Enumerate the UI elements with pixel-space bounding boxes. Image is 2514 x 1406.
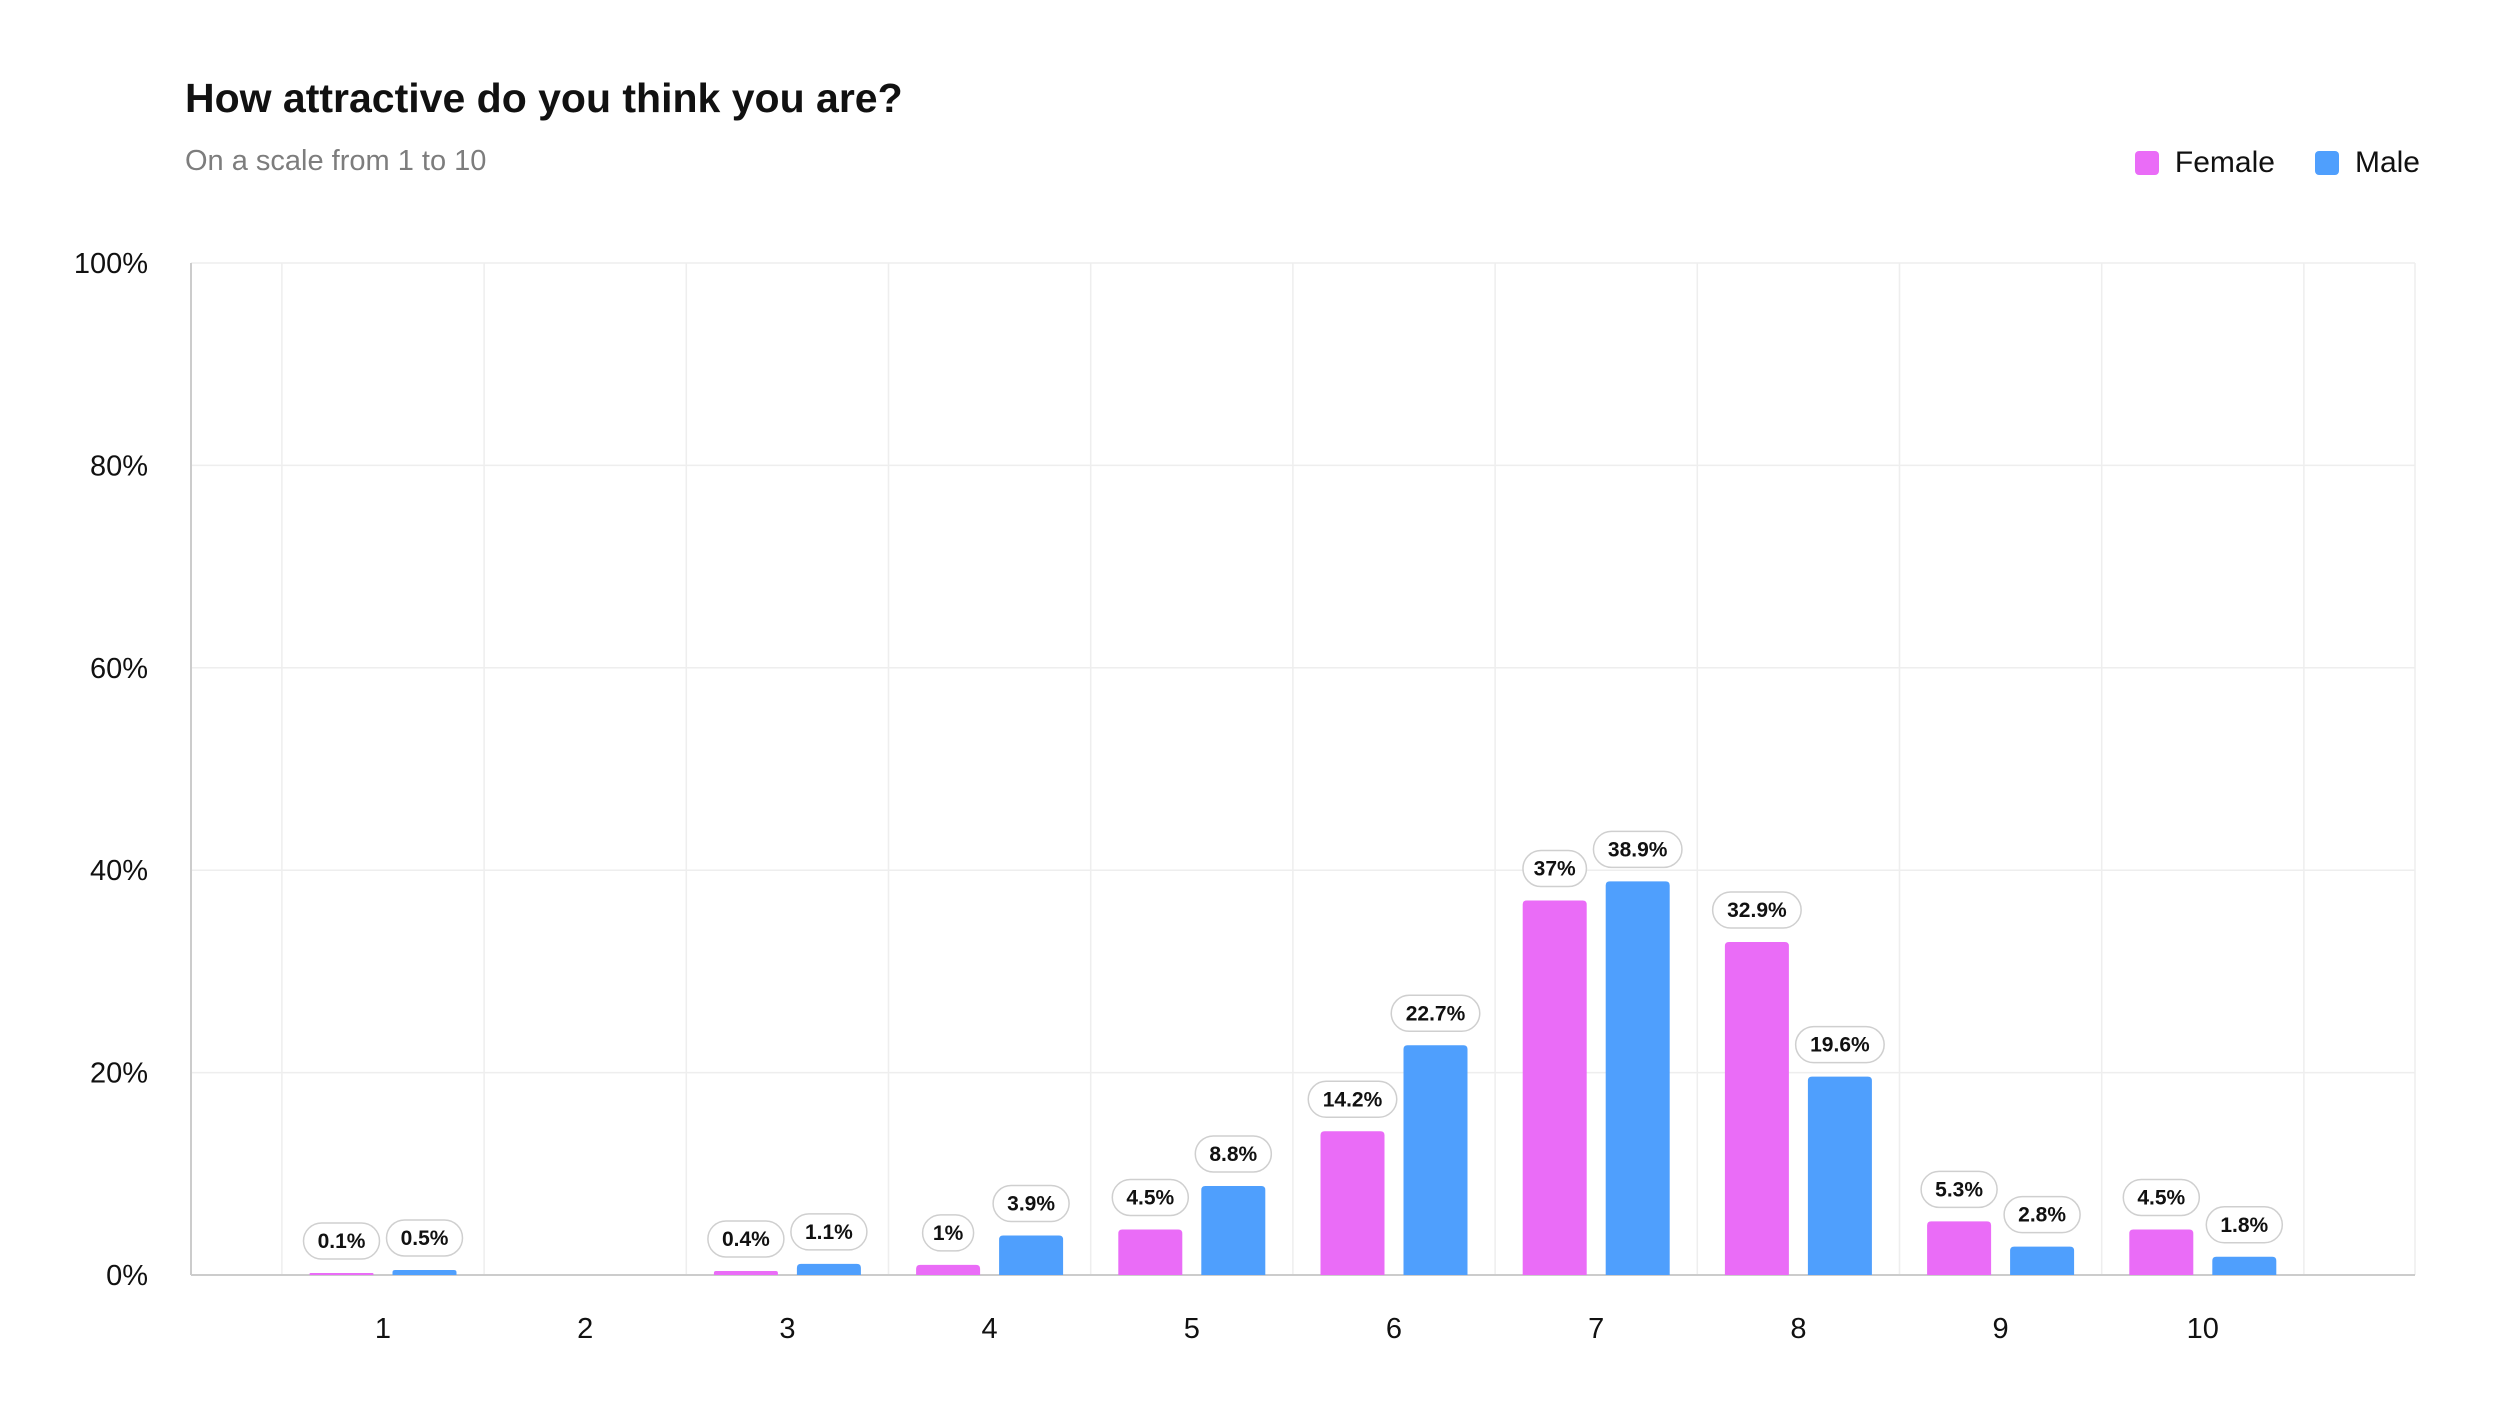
y-tick-label: 100% — [74, 248, 148, 280]
data-label-pill — [1794, 1025, 1885, 1064]
x-tick-label: 4 — [982, 1313, 998, 1345]
data-label-pill — [1194, 1135, 1273, 1173]
legend-swatch-male — [2314, 151, 2339, 175]
x-tick-label: 9 — [1993, 1313, 2009, 1345]
data-label: 3.9% — [1007, 1193, 1055, 1216]
x-tick-label: 6 — [1386, 1313, 1402, 1345]
data-label: 19.6% — [1810, 1034, 1870, 1057]
data-label: 38.9% — [1608, 838, 1668, 861]
y-tick-label: 20% — [90, 1058, 148, 1090]
bar-female — [916, 1264, 981, 1275]
data-label-pill — [1920, 1170, 1998, 1209]
y-tick-label: 80% — [90, 450, 148, 482]
x-tick-label: 7 — [1588, 1313, 1604, 1345]
data-label: 0.1% — [318, 1230, 366, 1253]
legend-swatch-female — [2134, 151, 2159, 175]
x-tick-label: 8 — [1790, 1313, 1806, 1345]
series-male: 0.5% 1.1% 3.9% 8.8% 22.7% 38.9% 19.6% 2.8% 1.8% — [385, 830, 2284, 1275]
legend-item-female[interactable]: Female — [2134, 146, 2275, 180]
data-label: 4.5% — [1126, 1186, 1174, 1209]
bar-male — [796, 1263, 861, 1275]
bar-female — [1320, 1131, 1385, 1275]
bar-female — [713, 1270, 778, 1275]
data-label: 1.1% — [805, 1221, 853, 1244]
y-tick-label: 60% — [90, 653, 148, 685]
data-label: 1% — [933, 1222, 964, 1245]
data-label: 2.8% — [2018, 1204, 2066, 1227]
data-label-pill — [992, 1184, 1070, 1223]
legend-label-male: Male — [2354, 146, 2420, 179]
bar-male — [2212, 1256, 2277, 1275]
y-tick-label: 40% — [90, 855, 148, 887]
bar-male — [1403, 1045, 1468, 1275]
data-label: 22.7% — [1406, 1002, 1466, 1025]
data-label-pill — [1111, 1178, 1190, 1217]
bar-female — [1118, 1229, 1183, 1275]
data-label-pill — [707, 1220, 785, 1258]
data-label: 0.5% — [401, 1227, 449, 1250]
x-tick-label: 1 — [375, 1313, 391, 1345]
data-label-pill — [2122, 1178, 2201, 1217]
data-label: 5.3% — [1935, 1178, 1983, 1201]
bar-female — [1522, 900, 1587, 1275]
chart-subtitle: On a scale from 1 to 10 — [185, 145, 487, 177]
series-female: 0.1% 0.4% 1% 4.5% 14.2% 37% 32.9% 5.3% 4.5% — [302, 849, 2201, 1275]
legend: Female Male — [2134, 146, 2420, 180]
data-label-pill — [1711, 891, 1802, 929]
x-tick-label: 10 — [2187, 1313, 2219, 1345]
data-label-pill — [1592, 830, 1683, 869]
x-tick-label: 5 — [1184, 1313, 1200, 1345]
bar-male — [999, 1235, 1064, 1275]
y-tick-label: 0% — [106, 1260, 148, 1292]
bar-female — [1724, 942, 1789, 1275]
data-label-pill — [1390, 994, 1481, 1033]
data-label: 1.8% — [2220, 1214, 2268, 1237]
data-label-pill — [1522, 849, 1588, 888]
data-label: 4.5% — [2137, 1186, 2185, 1209]
x-tick-label: 2 — [577, 1313, 593, 1345]
data-label-pill — [2003, 1195, 2081, 1234]
data-label: 8.8% — [1209, 1143, 1257, 1166]
chart-title: How attractive do you think you are? — [185, 75, 903, 121]
data-label: 32.9% — [1727, 899, 1787, 922]
bar-male — [392, 1269, 457, 1275]
bar-male — [1807, 1076, 1872, 1275]
data-label-pill — [921, 1214, 975, 1252]
data-label-pill — [2205, 1206, 2284, 1244]
bar-male — [1605, 881, 1670, 1275]
data-label-pill — [385, 1219, 464, 1257]
bar-male — [2010, 1246, 2075, 1275]
data-label: 14.2% — [1323, 1088, 1383, 1111]
grid-lines — [191, 262, 2416, 1275]
legend-label-female: Female — [2174, 146, 2275, 179]
data-label: 0.4% — [722, 1228, 770, 1251]
data-label-pill — [1307, 1080, 1398, 1119]
bar-male — [1201, 1185, 1266, 1275]
x-tick-label: 3 — [779, 1313, 795, 1345]
legend-item-male[interactable]: Male — [2314, 146, 2420, 180]
bar-female — [1927, 1221, 1992, 1275]
bar-female — [2129, 1229, 2194, 1275]
data-label-pill — [302, 1222, 381, 1260]
data-label: 37% — [1534, 858, 1576, 881]
bar-female — [309, 1273, 374, 1275]
data-label-pill — [790, 1213, 868, 1251]
